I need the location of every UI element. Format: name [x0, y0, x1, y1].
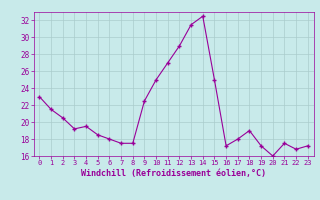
X-axis label: Windchill (Refroidissement éolien,°C): Windchill (Refroidissement éolien,°C)	[81, 169, 266, 178]
